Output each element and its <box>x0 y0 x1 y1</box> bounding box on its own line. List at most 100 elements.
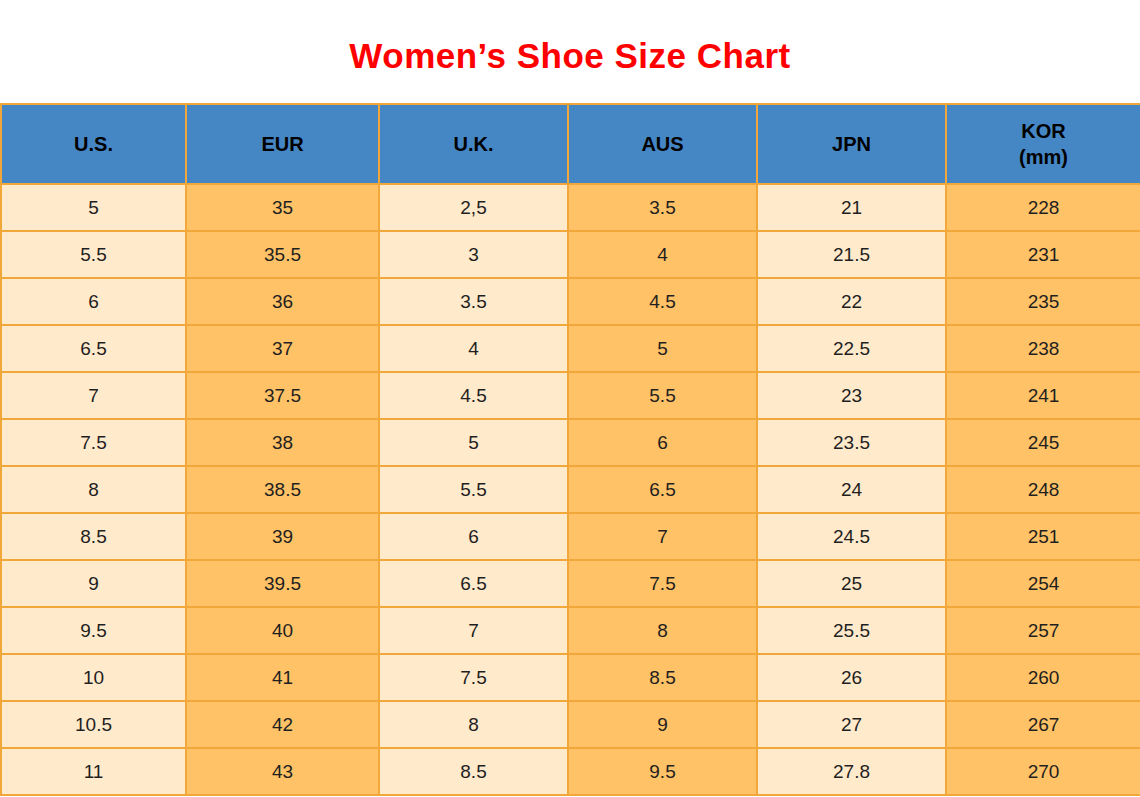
table-cell: 8 <box>1 466 186 513</box>
table-cell: 8 <box>568 607 757 654</box>
table-header: U.S.EURU.K.AUSJPNKOR(mm) <box>1 104 1140 184</box>
table-cell: 5.5 <box>568 372 757 419</box>
table-cell: 37.5 <box>186 372 379 419</box>
table-cell: 9.5 <box>568 748 757 795</box>
table-row: 10417.58.526260 <box>1 654 1140 701</box>
table-cell: 25.5 <box>757 607 946 654</box>
table-cell: 245 <box>946 419 1140 466</box>
table-cell: 248 <box>946 466 1140 513</box>
table-row: 939.56.57.525254 <box>1 560 1140 607</box>
column-header-sublabel: (mm) <box>948 144 1139 170</box>
table-cell: 41 <box>186 654 379 701</box>
table-cell: 5 <box>1 184 186 231</box>
table-cell: 43 <box>186 748 379 795</box>
table-cell: 4.5 <box>379 372 568 419</box>
table-cell: 231 <box>946 231 1140 278</box>
column-header-kor: KOR(mm) <box>946 104 1140 184</box>
table-cell: 5.5 <box>1 231 186 278</box>
table-cell: 6.5 <box>568 466 757 513</box>
column-header-label: JPN <box>759 131 944 157</box>
page: Women’s Shoe Size Chart U.S.EURU.K.AUSJP… <box>0 0 1140 797</box>
table-cell: 2,5 <box>379 184 568 231</box>
table-cell: 10 <box>1 654 186 701</box>
table-cell: 254 <box>946 560 1140 607</box>
table-row: 8.5396724.5251 <box>1 513 1140 560</box>
table-cell: 7.5 <box>1 419 186 466</box>
table-cell: 251 <box>946 513 1140 560</box>
table-cell: 260 <box>946 654 1140 701</box>
column-header-jpn: JPN <box>757 104 946 184</box>
table-cell: 38 <box>186 419 379 466</box>
table-cell: 5.5 <box>379 466 568 513</box>
table-cell: 3.5 <box>379 278 568 325</box>
table-row: 9.5407825.5257 <box>1 607 1140 654</box>
table-cell: 8.5 <box>568 654 757 701</box>
table-cell: 27 <box>757 701 946 748</box>
table-cell: 22 <box>757 278 946 325</box>
table-cell: 35 <box>186 184 379 231</box>
column-header-uk: U.K. <box>379 104 568 184</box>
table-cell: 7.5 <box>568 560 757 607</box>
column-header-label: AUS <box>570 131 755 157</box>
table-row: 5352,53.521228 <box>1 184 1140 231</box>
table-cell: 21 <box>757 184 946 231</box>
table-cell: 10.5 <box>1 701 186 748</box>
table-cell: 241 <box>946 372 1140 419</box>
table-row: 10.5428927267 <box>1 701 1140 748</box>
table-cell: 5 <box>379 419 568 466</box>
table-cell: 39 <box>186 513 379 560</box>
table-cell: 26 <box>757 654 946 701</box>
column-header-label: EUR <box>188 131 377 157</box>
shoe-size-table: U.S.EURU.K.AUSJPNKOR(mm) 5352,53.5212285… <box>0 103 1140 796</box>
column-header-eur: EUR <box>186 104 379 184</box>
table-cell: 3 <box>379 231 568 278</box>
table-cell: 5 <box>568 325 757 372</box>
table-cell: 39.5 <box>186 560 379 607</box>
table-cell: 9 <box>1 560 186 607</box>
table-cell: 6 <box>1 278 186 325</box>
table-cell: 7 <box>568 513 757 560</box>
table-row: 6363.54.522235 <box>1 278 1140 325</box>
table-cell: 267 <box>946 701 1140 748</box>
table-row: 11438.59.527.8270 <box>1 748 1140 795</box>
header-row: U.S.EURU.K.AUSJPNKOR(mm) <box>1 104 1140 184</box>
table-cell: 8 <box>379 701 568 748</box>
table-cell: 24 <box>757 466 946 513</box>
table-cell: 9.5 <box>1 607 186 654</box>
table-cell: 11 <box>1 748 186 795</box>
table-cell: 23 <box>757 372 946 419</box>
table-cell: 270 <box>946 748 1140 795</box>
table-body: 5352,53.5212285.535.53421.52316363.54.52… <box>1 184 1140 795</box>
table-cell: 40 <box>186 607 379 654</box>
table-cell: 23.5 <box>757 419 946 466</box>
table-cell: 7 <box>379 607 568 654</box>
table-cell: 38.5 <box>186 466 379 513</box>
table-cell: 24.5 <box>757 513 946 560</box>
table-cell: 22.5 <box>757 325 946 372</box>
table-row: 737.54.55.523241 <box>1 372 1140 419</box>
column-header-label: KOR <box>948 118 1139 144</box>
table-row: 838.55.56.524248 <box>1 466 1140 513</box>
table-cell: 4.5 <box>568 278 757 325</box>
table-cell: 37 <box>186 325 379 372</box>
table-cell: 4 <box>568 231 757 278</box>
table-cell: 35.5 <box>186 231 379 278</box>
table-cell: 257 <box>946 607 1140 654</box>
table-cell: 27.8 <box>757 748 946 795</box>
table-row: 7.5385623.5245 <box>1 419 1140 466</box>
table-cell: 3.5 <box>568 184 757 231</box>
table-cell: 6 <box>568 419 757 466</box>
table-cell: 42 <box>186 701 379 748</box>
table-cell: 238 <box>946 325 1140 372</box>
table-cell: 21.5 <box>757 231 946 278</box>
table-row: 6.5374522.5238 <box>1 325 1140 372</box>
page-title: Women’s Shoe Size Chart <box>0 0 1140 103</box>
table-row: 5.535.53421.5231 <box>1 231 1140 278</box>
table-cell: 8.5 <box>379 748 568 795</box>
column-header-us: U.S. <box>1 104 186 184</box>
column-header-aus: AUS <box>568 104 757 184</box>
table-cell: 4 <box>379 325 568 372</box>
table-cell: 9 <box>568 701 757 748</box>
column-header-label: U.K. <box>381 131 566 157</box>
table-cell: 235 <box>946 278 1140 325</box>
